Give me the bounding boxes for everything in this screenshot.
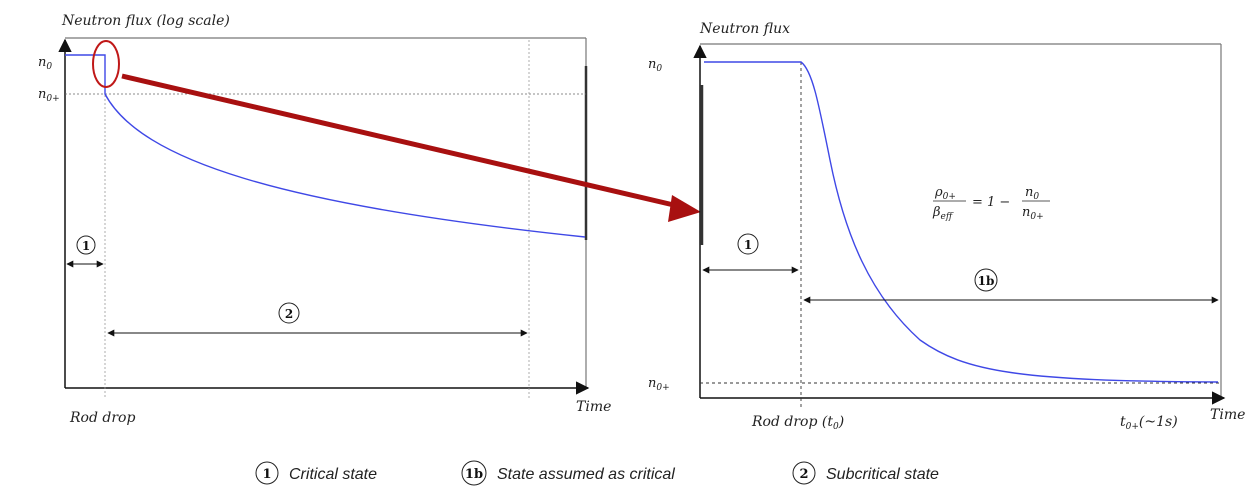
left-rod-drop-label: Rod drop — [69, 410, 135, 426]
right-panel: Neutron flux n0 n0+ ρ0+ βeff = 1 − n0 n0… — [648, 21, 1245, 432]
right-rod-drop-label: Rod drop (t0) — [751, 414, 844, 432]
zoom-arrow-shaft — [121, 73, 679, 209]
right-marker-1 — [737, 233, 759, 255]
right-flux-curve — [704, 61, 1219, 383]
left-y-title: Neutron flux (log scale) — [61, 13, 230, 29]
formula-equals: = 1 − — [972, 195, 1010, 210]
right-time-label: Time — [1210, 407, 1245, 423]
right-marker-1-label: 1 — [744, 238, 752, 252]
right-y-title: Neutron flux — [699, 21, 790, 37]
right-t-end-label: t0+(~1s) — [1120, 414, 1178, 432]
left-time-label: Time — [576, 399, 611, 415]
left-marker-1 — [76, 235, 96, 255]
legend-badge-1 — [255, 461, 279, 485]
legend-item-assumed-critical: 1b State assumed as critical — [461, 460, 675, 486]
formula-n-den: n0+ — [1022, 205, 1044, 222]
left-marker-2-label: 2 — [285, 307, 293, 321]
legend-label-assumed-critical: State assumed as critical — [497, 466, 675, 483]
legend-badge-2-label: 2 — [799, 467, 808, 482]
left-tick-n0: n0 — [38, 55, 52, 72]
legend-item-subcritical: 2 Subcritical state — [792, 461, 939, 485]
legend-item-critical: 1 Critical state — [255, 461, 377, 485]
zoom-arrow — [121, 73, 701, 222]
reactivity-formula: ρ0+ βeff = 1 − n0 n0+ — [932, 185, 1050, 222]
right-tick-n0p: n0+ — [648, 376, 670, 393]
left-marker-1-label: 1 — [82, 239, 90, 253]
left-tick-n0p: n0+ — [38, 87, 60, 104]
right-marker-1b — [974, 268, 998, 292]
legend-badge-1-label: 1 — [262, 467, 271, 482]
left-marker-2 — [278, 302, 300, 324]
zoom-highlight-ellipse — [92, 40, 120, 88]
legend-badge-1b-label: 1b — [465, 467, 483, 482]
formula-beta: βeff — [932, 205, 954, 222]
legend-label-critical: Critical state — [289, 466, 377, 483]
right-marker-1b-label: 1b — [978, 274, 995, 288]
legend-badge-2 — [792, 461, 816, 485]
formula-n-num: n0 — [1025, 185, 1039, 202]
right-tick-n0: n0 — [648, 57, 662, 74]
left-panel: Neutron flux (log scale) n0 n0+ 1 2 Rod … — [38, 13, 611, 426]
legend: 1 Critical state 1b State assumed as cri… — [255, 460, 939, 486]
zoom-arrow-head — [668, 195, 701, 222]
legend-label-subcritical: Subcritical state — [826, 466, 939, 483]
formula-rho: ρ0+ — [934, 185, 956, 202]
left-flux-curve — [65, 54, 586, 238]
legend-badge-1b — [461, 460, 487, 486]
